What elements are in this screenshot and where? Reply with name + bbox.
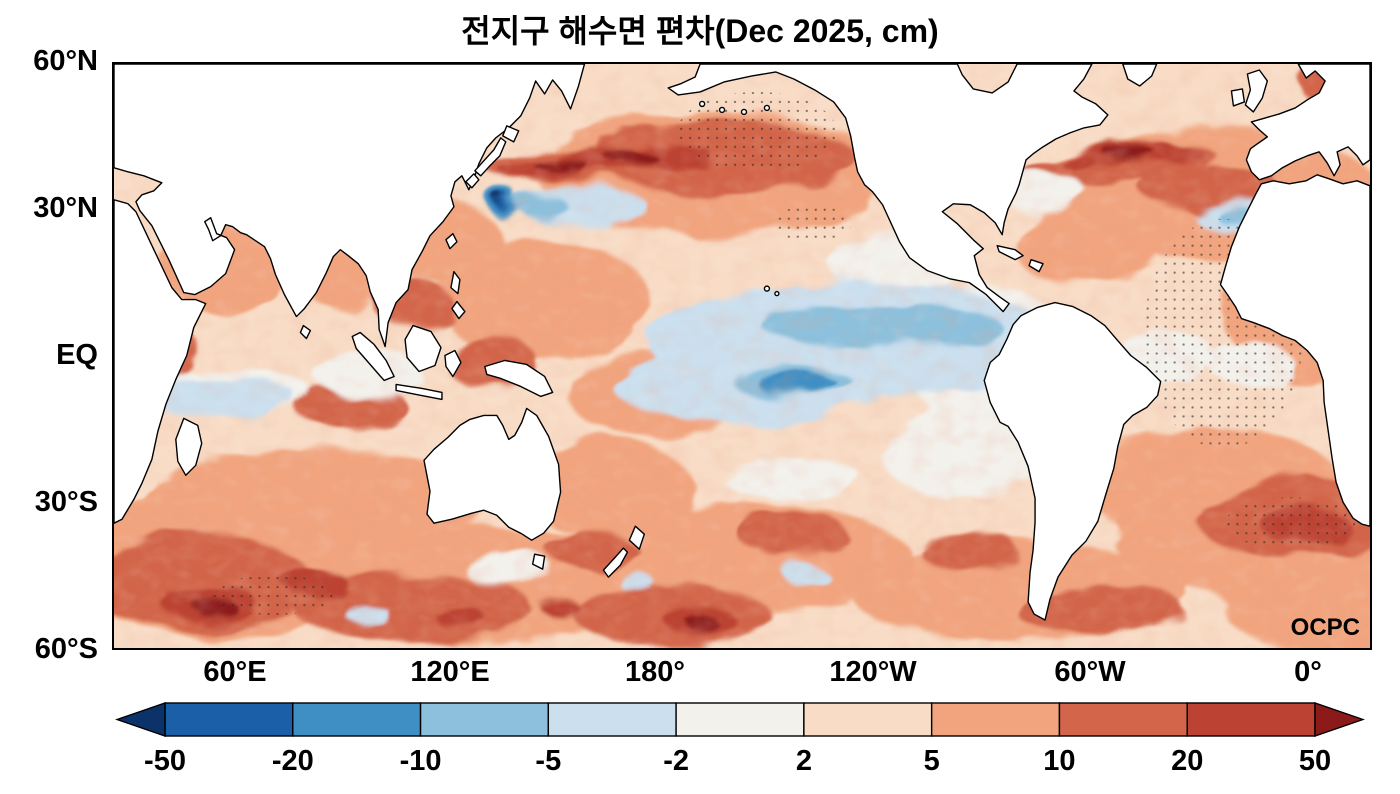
lat-tick-label: 30°N [33, 191, 98, 224]
colorbar: -50 -20 -10 -5 -2 2 5 10 20 50 [115, 700, 1365, 784]
lat-tick-label: EQ [56, 338, 98, 371]
colorbar-tick-label: 2 [796, 745, 812, 777]
colorbar-tick-label: -50 [144, 745, 186, 777]
lon-tick-label: 0° [1294, 656, 1322, 688]
colorbar-svg: -50 -20 -10 -5 -2 2 5 10 20 50 [115, 702, 1365, 777]
colorbar-tick-label: -10 [400, 745, 442, 777]
colorbar-segment [1058, 702, 1188, 737]
colorbar-tick-label: -5 [535, 745, 561, 777]
lon-tick-label: 120°W [829, 656, 917, 688]
lon-tick-label: 60°W [1054, 656, 1126, 688]
lon-tick-label: 60°E [203, 656, 267, 688]
map-frame: OCPC [112, 62, 1372, 650]
colorbar-segment [419, 702, 550, 737]
lat-tick-label: 30°S [34, 485, 98, 518]
colorbar-segment [803, 702, 933, 737]
colorbar-tick-label: 10 [1043, 745, 1075, 777]
colorbar-right-arrow [1314, 702, 1365, 737]
lat-tick-label: 60°N [33, 44, 98, 77]
longitude-axis: 60°E 120°E 180° 120°W 60°W 0° [112, 656, 1372, 696]
colorbar-segment [1186, 702, 1316, 737]
continents [114, 64, 1370, 621]
colorbar-segment [164, 702, 294, 737]
colorbar-segment [547, 702, 677, 737]
colorbar-segment [930, 702, 1061, 737]
colorbar-tick-label: 20 [1171, 745, 1203, 777]
latitude-axis: 60°N 30°N EQ 30°S 60°S [0, 45, 104, 665]
colorbar-segment [292, 702, 422, 737]
watermark-ocpc: OCPC [1290, 614, 1360, 641]
colorbar-segment [675, 702, 805, 737]
colorbar-tick-label: 50 [1299, 745, 1331, 777]
colorbar-tick-label: -20 [272, 745, 314, 777]
colorbar-tick-label: -2 [663, 745, 689, 777]
sea-level-anomaly-map [114, 64, 1370, 648]
colorbar-tick-label: 5 [924, 745, 940, 777]
colorbar-left-arrow [115, 702, 166, 737]
lat-tick-label: 60°S [34, 632, 98, 665]
page-title: 전지구 해수면 편차(Dec 2025, cm) [461, 13, 939, 49]
lon-tick-label: 120°E [410, 656, 490, 688]
lon-tick-label: 180° [625, 656, 685, 688]
